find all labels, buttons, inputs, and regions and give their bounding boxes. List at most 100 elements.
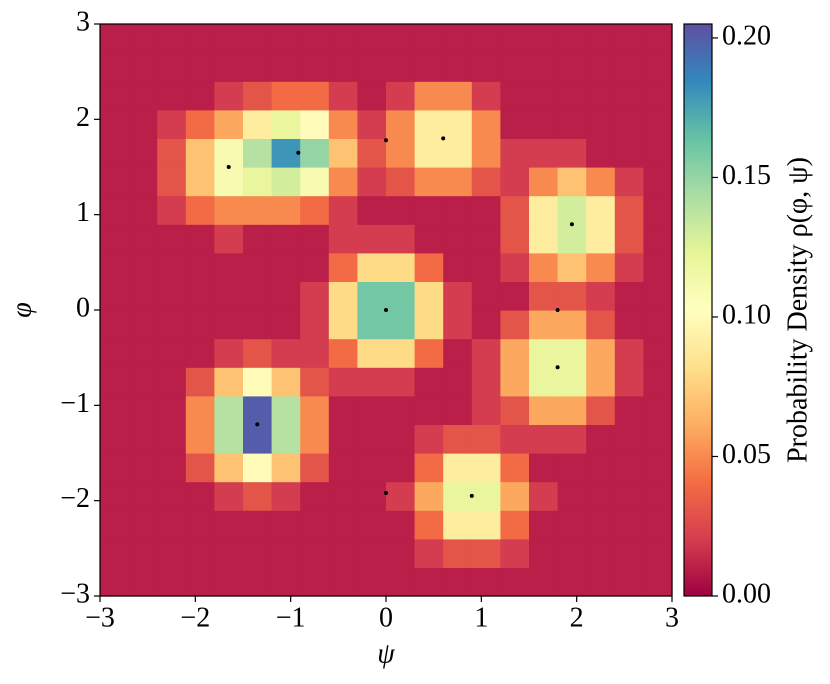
heatmap-cell (357, 167, 387, 197)
heatmap-cell (300, 538, 330, 568)
heatmap-cell (614, 424, 644, 454)
heatmap-cell (128, 510, 158, 540)
heatmap-cell (300, 395, 330, 425)
heatmap-cell (471, 109, 501, 139)
heatmap-cell (557, 224, 587, 254)
heatmap-cell (185, 281, 215, 311)
heatmap-cell (500, 567, 530, 597)
heatmap-cell (300, 310, 330, 340)
heatmap-cell (500, 395, 530, 425)
heatmap-cell (557, 138, 587, 168)
heatmap-cell (386, 338, 416, 368)
heatmap-cell (414, 109, 444, 139)
heatmap-cell (185, 138, 215, 168)
heatmap-cell (157, 538, 187, 568)
heatmap-cell (414, 310, 444, 340)
heatmap-cell (128, 109, 158, 139)
heatmap-cell (271, 424, 301, 454)
heatmap-cell (471, 367, 501, 397)
heatmap-cell (271, 481, 301, 511)
heatmap-cell (157, 195, 187, 225)
heatmap-cell (243, 481, 273, 511)
heatmap-cell (586, 453, 616, 483)
heatmap-cell (557, 453, 587, 483)
heatmap-cell (128, 538, 158, 568)
heatmap-cell (414, 195, 444, 225)
heatmap-cell (386, 310, 416, 340)
heatmap-cell (357, 224, 387, 254)
heatmap-cell (614, 510, 644, 540)
heatmap-cell (214, 395, 244, 425)
heatmap-cell (157, 138, 187, 168)
heatmap-cell (128, 281, 158, 311)
heatmap-cell (471, 224, 501, 254)
heatmap-cell (300, 81, 330, 111)
heatmap-cell (614, 109, 644, 139)
heatmap-cell (529, 224, 559, 254)
heatmap-cell (185, 24, 215, 54)
heatmap-cell (157, 567, 187, 597)
heatmap-cell (128, 424, 158, 454)
heatmap-cell (214, 167, 244, 197)
heatmap-cell (500, 24, 530, 54)
heatmap-cell (443, 424, 473, 454)
heatmap-cell (128, 52, 158, 82)
heatmap-cell (157, 395, 187, 425)
heatmap-cell (185, 338, 215, 368)
heatmap-cell (243, 424, 273, 454)
heatmap-cell (328, 167, 358, 197)
heatmap-cell (386, 81, 416, 111)
heatmap-cell (443, 538, 473, 568)
heatmap-cell (328, 138, 358, 168)
heatmap-cell (128, 224, 158, 254)
heatmap-cell (271, 52, 301, 82)
heatmap-cell (614, 338, 644, 368)
heatmap-cell (100, 481, 130, 511)
heatmap-cell (328, 567, 358, 597)
heatmap-cell (557, 24, 587, 54)
heatmap-cell (500, 252, 530, 282)
heatmap-cell (614, 81, 644, 111)
heatmap-cell (300, 52, 330, 82)
heatmap-cell (328, 252, 358, 282)
heatmap-cell (500, 338, 530, 368)
heatmap-cell (586, 81, 616, 111)
heatmap-cell (300, 281, 330, 311)
center-point (384, 491, 388, 496)
heatmap-cell (357, 395, 387, 425)
heatmap-cell (100, 195, 130, 225)
heatmap-cell (500, 167, 530, 197)
heatmap-cell (271, 281, 301, 311)
y-tick-label: −3 (60, 578, 90, 609)
heatmap-cell (414, 167, 444, 197)
heatmap-cell (357, 24, 387, 54)
heatmap-cell (328, 510, 358, 540)
heatmap-cell (557, 538, 587, 568)
heatmap-cell (386, 109, 416, 139)
heatmap-cell (157, 310, 187, 340)
heatmap-cell (643, 252, 673, 282)
heatmap-cell (414, 224, 444, 254)
heatmap-cell (643, 138, 673, 168)
heatmap-cell (100, 224, 130, 254)
heatmap-cell (185, 481, 215, 511)
center-point (384, 138, 388, 143)
heatmap-cell (100, 252, 130, 282)
heatmap-cell (357, 310, 387, 340)
heatmap-cell (614, 310, 644, 340)
heatmap-cell (185, 395, 215, 425)
center-point (384, 308, 388, 312)
heatmap-cell (586, 224, 616, 254)
heatmap-cell (357, 252, 387, 282)
heatmap-cell (586, 424, 616, 454)
heatmap-cell (128, 367, 158, 397)
heatmap-cell (185, 510, 215, 540)
heatmap-cell (185, 195, 215, 225)
heatmap-cell (185, 109, 215, 139)
heatmap-cell (443, 453, 473, 483)
heatmap-cell (614, 138, 644, 168)
heatmap-cell (328, 481, 358, 511)
heatmap-cell (157, 510, 187, 540)
heatmap-cell (586, 252, 616, 282)
heatmap-cell (328, 538, 358, 568)
